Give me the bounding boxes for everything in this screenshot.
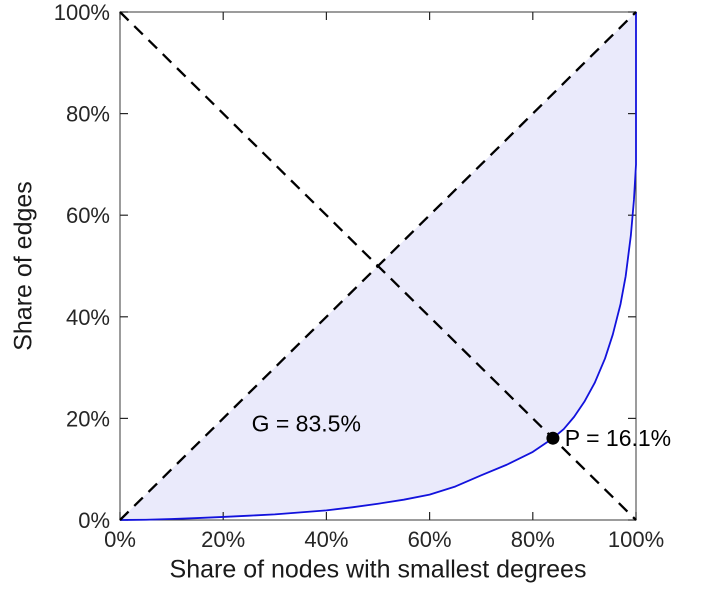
x-axis-label: Share of nodes with smallest degrees <box>169 555 587 584</box>
x-tick-label: 40% <box>304 527 348 552</box>
y-axis-label: Share of edges <box>9 181 38 351</box>
x-tick-label: 20% <box>201 527 245 552</box>
y-tick-label: 20% <box>66 406 110 431</box>
lorenz-curve-line <box>119 12 637 521</box>
intersection-point-marker <box>546 431 560 445</box>
y-tick-label: 100% <box>54 0 110 25</box>
y-tick-label: 60% <box>66 203 110 228</box>
x-tick-label: 80% <box>511 527 555 552</box>
y-tick-label: 0% <box>78 508 110 533</box>
annotation-gini: G = 83.5% <box>252 410 361 436</box>
x-tick-label: 100% <box>608 527 664 552</box>
y-tick-label: 40% <box>66 305 110 330</box>
x-tick-label: 60% <box>408 527 452 552</box>
plot-frame <box>119 11 637 521</box>
annotation-p-value: P = 16.1% <box>565 425 671 451</box>
y-tick-label: 80% <box>66 102 110 127</box>
x-tick-label: 0% <box>104 527 136 552</box>
